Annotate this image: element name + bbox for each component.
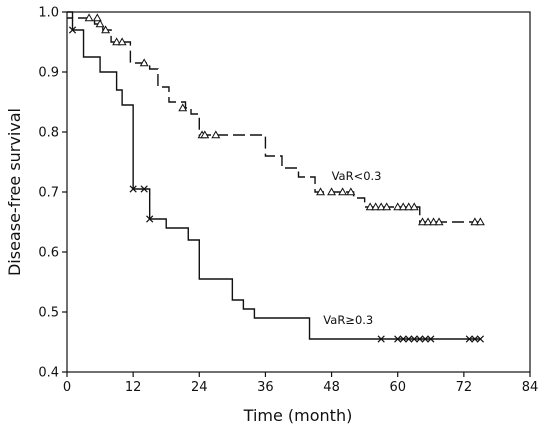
censor-x-stroke [410, 335, 418, 343]
censor-x-marker [129, 185, 137, 193]
censor-triangle-marker [101, 25, 111, 34]
survival-curves [67, 11, 481, 340]
censor-x-marker [471, 335, 479, 343]
y-tick-label: 0.5 [38, 306, 59, 321]
series-labels: VaR<0.3 VaR≥0.3 [323, 169, 381, 327]
censor-triangle-marker [365, 202, 375, 211]
censor-triangle-marker [429, 217, 439, 226]
censor-x-stroke [140, 185, 148, 193]
censor-x-stroke [399, 335, 407, 343]
censor-x-stroke [416, 335, 424, 343]
censor-x-stroke [476, 335, 485, 343]
censor-triangle-marker [95, 19, 105, 28]
censor-triangle-marker [139, 58, 149, 67]
y-tick-label: 1.0 [38, 6, 59, 21]
censor-x-stroke [68, 26, 77, 34]
censor-triangle-marker [327, 187, 337, 196]
censor-x-marker [399, 335, 407, 343]
censor-triangle-marker [84, 13, 94, 22]
censor-triangle-marker [409, 202, 419, 211]
censor-x-marker [410, 335, 418, 343]
censor-triangle-marker [112, 37, 122, 46]
y-axis-title: Disease-free survival [5, 108, 24, 276]
x-tick-label: 12 [125, 380, 142, 395]
censor-triangle-marker [211, 130, 221, 139]
censor-x-marker [377, 335, 385, 343]
x-axis-title: Time (month) [243, 406, 353, 425]
y-tick-label: 0.8 [38, 126, 59, 141]
censor-x-stroke [129, 185, 137, 193]
axes: 0 12 24 36 48 60 72 84 0.4 0.5 0.6 0.7 0.8 0.9 1.0 [38, 6, 538, 396]
censor-triangle-marker [178, 103, 188, 112]
censor-triangle-marker [470, 217, 480, 226]
censor-markers [68, 13, 485, 343]
series-label: VaR<0.3 [332, 169, 382, 183]
censor-x-marker [140, 185, 148, 193]
censor-triangle-marker [423, 217, 433, 226]
censor-x-marker [416, 335, 424, 343]
censor-triangle-marker [117, 37, 127, 46]
censor-x-marker [68, 26, 77, 34]
censor-x-stroke [377, 335, 385, 343]
censor-x-stroke [465, 335, 473, 343]
y-tick-label: 0.6 [38, 246, 59, 261]
y-tick-label: 0.7 [38, 186, 59, 201]
censor-triangle-marker [92, 13, 102, 22]
x-tick-label: 60 [389, 380, 406, 395]
censor-triangle-marker [200, 130, 210, 139]
x-tick-label: 0 [63, 380, 71, 395]
censor-x-stroke [146, 215, 154, 223]
censor-triangle-marker [376, 202, 386, 211]
censor-triangle-marker [475, 217, 485, 226]
censor-x-stroke [427, 335, 435, 343]
y-tick-label: 0.9 [38, 66, 59, 81]
x-tick-label: 72 [456, 380, 473, 395]
censor-x-stroke [394, 335, 402, 343]
censor-x-marker [427, 335, 435, 343]
x-tick-label: 24 [191, 380, 208, 395]
censor-triangle-marker [371, 202, 381, 211]
censor-x-marker [394, 335, 402, 343]
censor-x-stroke [421, 335, 429, 343]
censor-triangle-marker [418, 217, 427, 226]
censor-triangle-marker [316, 187, 326, 196]
censor-x-marker [476, 335, 485, 343]
censor-x-marker [146, 215, 154, 223]
censor-triangle-marker [393, 202, 403, 211]
series-line-0 [67, 11, 481, 223]
censor-triangle-marker [346, 187, 356, 196]
censor-x-marker [405, 335, 413, 343]
censor-triangle-marker [398, 202, 408, 211]
y-tick-label: 0.4 [38, 366, 59, 381]
censor-x-stroke [405, 335, 413, 343]
censor-x-stroke [471, 335, 479, 343]
censor-x-marker [421, 335, 429, 343]
x-tick-label: 36 [257, 380, 274, 395]
censor-x-marker [465, 335, 473, 343]
x-tick-label: 84 [522, 380, 539, 395]
censor-triangle-marker [382, 202, 392, 211]
censor-triangle-marker [404, 202, 414, 211]
x-tick-label: 48 [323, 380, 340, 395]
censor-triangle-marker [338, 187, 348, 196]
censor-triangle-marker [434, 217, 444, 226]
series-label: VaR≥0.3 [323, 313, 373, 327]
series-line-1 [67, 17, 481, 340]
